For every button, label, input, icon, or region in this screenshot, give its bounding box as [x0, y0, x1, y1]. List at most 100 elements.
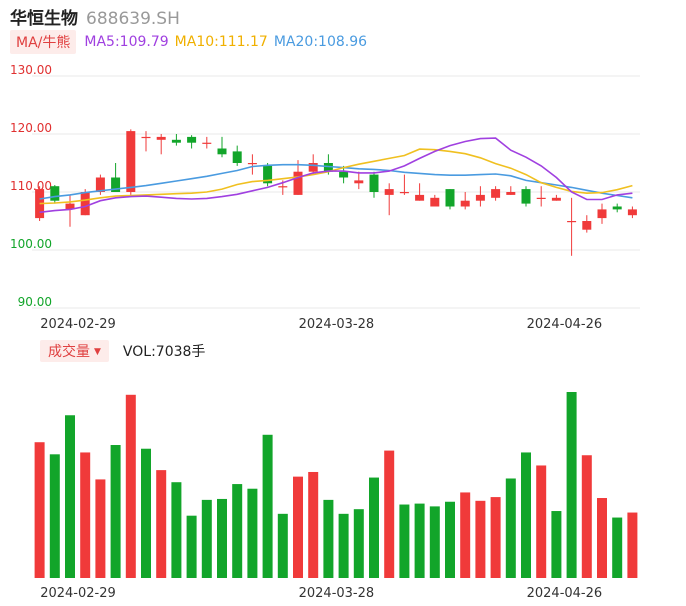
candle-body	[521, 189, 531, 204]
candle	[141, 131, 151, 152]
candle-body	[65, 203, 75, 210]
candle	[202, 136, 212, 149]
candle-body	[597, 209, 607, 219]
ma5-legend: MA5:109.79	[84, 34, 169, 50]
candle-body	[551, 197, 561, 201]
ma5-line	[39, 137, 633, 214]
candle	[126, 129, 136, 195]
volume-bar	[110, 445, 121, 578]
candle	[460, 192, 470, 210]
volume-bar	[338, 513, 349, 578]
volume-bar	[217, 498, 227, 578]
y-tick-label: 130.00	[10, 63, 52, 77]
volume-indicator-button[interactable]: 成交量 ▼	[40, 340, 109, 362]
candle	[171, 134, 181, 146]
candle-body	[460, 200, 470, 207]
candle-body	[612, 206, 622, 210]
volume-bar	[232, 484, 243, 578]
candle-body	[384, 189, 394, 195]
candle-body	[126, 131, 136, 192]
volume-bar	[186, 515, 197, 578]
candle-body	[171, 139, 181, 143]
volume-bar	[429, 506, 440, 578]
candle	[156, 134, 166, 155]
volume-bar	[308, 471, 319, 578]
volume-bar	[551, 511, 562, 578]
candle	[111, 163, 121, 192]
volume-bar	[247, 488, 258, 578]
candle	[475, 186, 485, 207]
candle	[217, 136, 227, 158]
ma20-legend: MA20:108.96	[273, 34, 368, 50]
candle-body	[293, 171, 303, 195]
candle	[491, 186, 501, 201]
candle-body	[217, 148, 227, 155]
volume-bar	[293, 476, 303, 578]
candle	[521, 186, 531, 207]
volume-legend: 成交量 ▼ VOL:7038手	[40, 340, 205, 362]
candle-body	[95, 177, 105, 192]
candle	[80, 189, 90, 216]
volume-bar	[536, 465, 547, 578]
ma10-line	[39, 148, 633, 205]
stock-code: 688639.SH	[86, 9, 180, 29]
volume-bar	[627, 512, 638, 578]
volume-value: VOL:7038手	[122, 344, 206, 360]
volume-bar	[141, 448, 151, 578]
y-tick-label: 110.00	[10, 179, 52, 193]
candle	[445, 189, 455, 210]
candle	[506, 186, 516, 195]
volume-bar	[369, 477, 379, 578]
candle-body	[278, 186, 288, 188]
candle	[308, 154, 318, 175]
candle	[399, 174, 409, 195]
volume-bar	[460, 492, 471, 578]
candle-body	[247, 163, 257, 165]
candle	[582, 215, 592, 233]
candle-body	[187, 136, 197, 143]
volume-bar	[581, 455, 592, 578]
candle-body	[232, 151, 242, 163]
volume-bar	[65, 415, 75, 578]
candle-body	[339, 171, 349, 178]
volume-bar	[171, 482, 182, 578]
volume-bar	[80, 452, 91, 578]
candle	[354, 171, 364, 190]
ma-toggle-button[interactable]: MA/牛熊	[10, 30, 77, 54]
y-tick-label: 90.00	[18, 295, 52, 309]
ma10-legend: MA10:111.17	[174, 34, 268, 50]
ma-legend: MA/牛熊 MA5:109.79 MA10:111.17 MA20:108.96	[10, 30, 367, 54]
candle	[551, 194, 561, 201]
volume-x-tick-label: 2024-04-26	[527, 586, 603, 601]
candle	[597, 203, 607, 224]
candle	[247, 154, 257, 175]
candle	[430, 194, 440, 207]
candle	[415, 183, 425, 201]
candle-body	[369, 174, 379, 192]
candle-body	[141, 136, 151, 139]
candle-body	[202, 142, 212, 144]
volume-bar	[323, 499, 334, 578]
candle-body	[475, 194, 485, 201]
stock-header: 华恒生物 688639.SH	[10, 4, 180, 29]
volume-bar	[95, 479, 106, 578]
candle-body	[111, 177, 121, 192]
volume-bar	[156, 470, 167, 578]
y-tick-label: 100.00	[10, 237, 52, 251]
candle-body	[354, 180, 364, 184]
volume-bar	[262, 434, 273, 578]
candle	[65, 194, 75, 227]
candle	[50, 185, 60, 204]
x-tick-label: 2024-02-29	[40, 317, 116, 332]
volume-bar	[125, 394, 136, 578]
candle-body	[536, 197, 546, 199]
volume-bar	[505, 478, 516, 578]
volume-bar	[566, 392, 577, 578]
volume-bar	[201, 499, 212, 578]
volume-bar	[277, 513, 288, 578]
ma20-line	[39, 163, 633, 200]
candle	[339, 165, 349, 184]
candle-body	[80, 192, 90, 216]
candle	[567, 197, 577, 256]
candle-body	[323, 163, 333, 172]
